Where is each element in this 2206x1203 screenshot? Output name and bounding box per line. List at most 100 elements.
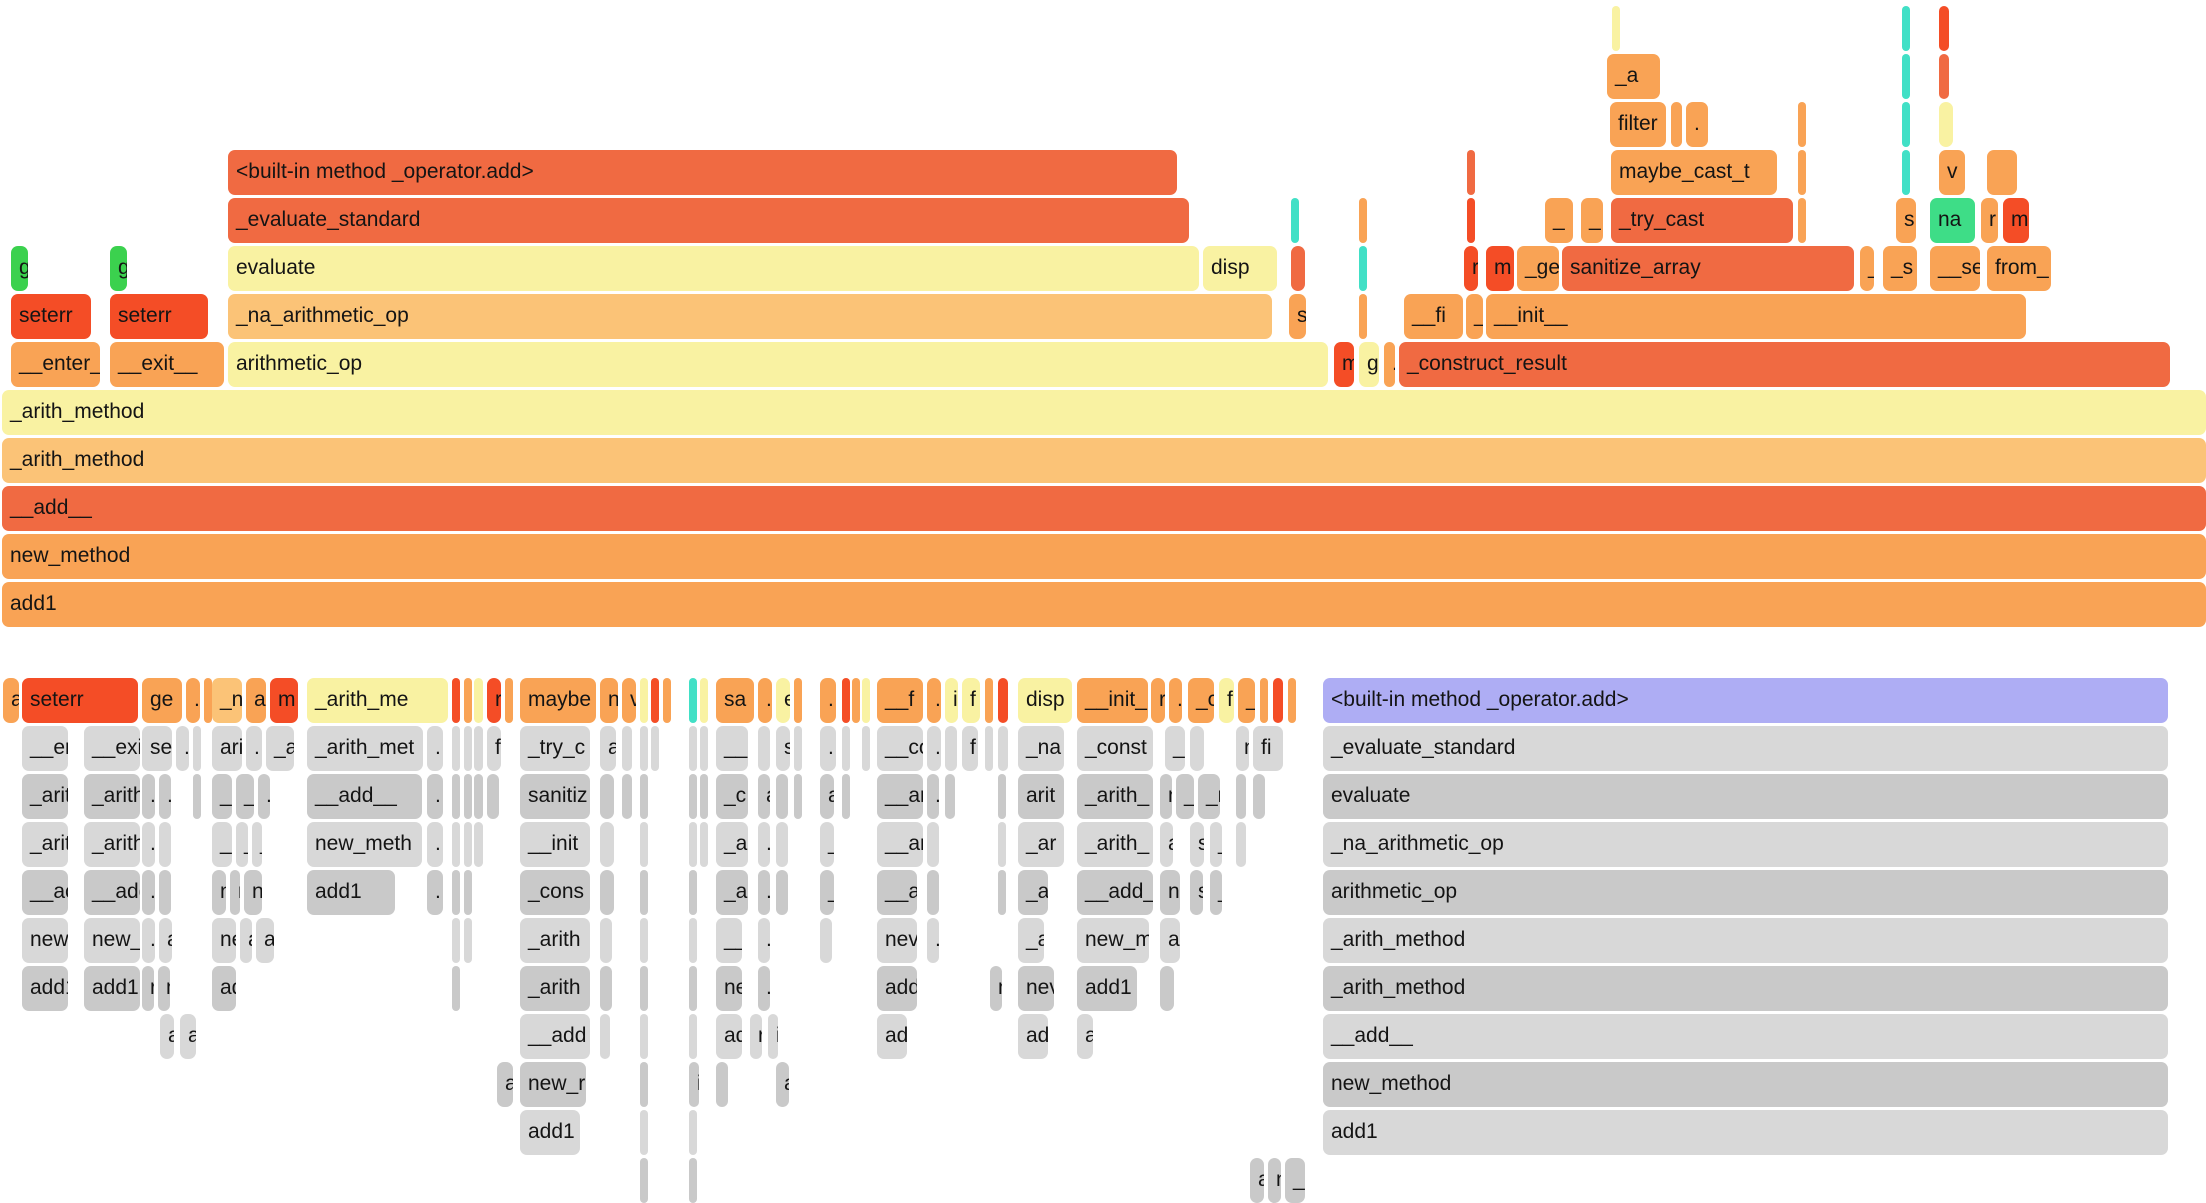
frame-bar[interactable]: _a (1165, 726, 1185, 771)
frame-bar[interactable] (842, 774, 850, 819)
frame-bar[interactable] (1467, 198, 1475, 243)
frame-bar[interactable]: arit (1018, 774, 1064, 819)
frame-bar[interactable] (1671, 102, 1682, 147)
frame-bar[interactable] (794, 774, 802, 819)
frame-bar[interactable] (640, 966, 648, 1011)
frame-bar[interactable] (998, 726, 1008, 771)
frame-bar[interactable]: _a (1607, 54, 1660, 99)
frame-bar[interactable]: _ar (1018, 822, 1064, 867)
frame-bar[interactable]: ad (877, 1014, 907, 1059)
frame-bar[interactable]: a (160, 1014, 174, 1059)
frame-bar[interactable]: _try_cast (1611, 198, 1793, 243)
frame-bar[interactable]: . (927, 774, 939, 819)
frame-bar[interactable] (1939, 54, 1949, 99)
frame-bar[interactable] (1902, 150, 1910, 195)
frame-bar[interactable]: _arith (520, 918, 590, 963)
frame-bar[interactable] (600, 870, 614, 915)
frame-bar[interactable]: g (1359, 342, 1379, 387)
frame-bar[interactable] (452, 918, 460, 963)
frame-bar[interactable]: a (180, 1014, 196, 1059)
frame-bar[interactable]: . (758, 678, 772, 723)
frame-bar[interactable]: new_meth (307, 822, 422, 867)
frame-bar[interactable]: e (776, 678, 790, 723)
frame-bar[interactable]: . (142, 774, 155, 819)
frame-bar[interactable]: a (776, 1062, 789, 1107)
frame-bar[interactable]: _c (716, 774, 748, 819)
frame-bar[interactable]: add1 (2, 582, 2206, 627)
frame-bar[interactable]: add1 (22, 966, 68, 1011)
frame-bar[interactable] (998, 870, 1006, 915)
frame-bar[interactable]: __add__ (2, 486, 2206, 531)
frame-bar[interactable]: n (1268, 1158, 1281, 1203)
frame-bar[interactable] (1612, 6, 1620, 51)
frame-bar[interactable]: v (1939, 150, 1965, 195)
frame-bar[interactable] (159, 870, 171, 915)
frame-bar[interactable] (474, 726, 483, 771)
frame-bar[interactable] (622, 726, 632, 771)
frame-bar[interactable]: a (1077, 1014, 1093, 1059)
frame-bar[interactable] (1160, 966, 1174, 1011)
frame-bar[interactable]: . (427, 726, 443, 771)
frame-bar[interactable]: __ac (22, 870, 68, 915)
frame-bar[interactable]: na (1930, 198, 1975, 243)
frame-bar[interactable]: . (758, 918, 770, 963)
frame-bar[interactable]: __init__ (1486, 294, 2026, 339)
frame-bar[interactable]: _ (1285, 1158, 1305, 1203)
frame-bar[interactable]: seterr (110, 294, 208, 339)
frame-bar[interactable] (464, 918, 472, 963)
frame-bar[interactable]: ne (212, 918, 236, 963)
frame-bar[interactable]: ge (142, 678, 182, 723)
frame-bar[interactable]: new_method (1323, 1062, 2168, 1107)
frame-bar[interactable] (689, 1158, 697, 1203)
frame-bar[interactable]: __exit__ (110, 342, 224, 387)
frame-bar[interactable]: _arith_method (1323, 918, 2168, 963)
frame-bar[interactable]: a (1160, 822, 1173, 867)
frame-bar[interactable] (794, 726, 802, 771)
frame-bar[interactable]: a (820, 774, 834, 819)
frame-bar[interactable]: nc (244, 870, 262, 915)
frame-bar[interactable] (1902, 54, 1910, 99)
frame-bar[interactable]: . (246, 726, 262, 771)
frame-bar[interactable] (776, 822, 788, 867)
frame-bar[interactable]: evaluate (1323, 774, 2168, 819)
frame-bar[interactable] (651, 726, 659, 771)
frame-bar[interactable]: a (758, 774, 770, 819)
frame-bar[interactable]: . (159, 774, 171, 819)
frame-bar[interactable] (204, 678, 212, 723)
frame-bar[interactable] (985, 678, 993, 723)
frame-bar[interactable]: _na (1018, 726, 1064, 771)
frame-bar[interactable]: ad (212, 966, 236, 1011)
frame-bar[interactable]: _arith_ (1077, 774, 1153, 819)
frame-bar[interactable]: f (487, 726, 501, 771)
frame-bar[interactable]: nev (1018, 966, 1054, 1011)
frame-bar[interactable] (640, 870, 648, 915)
frame-bar[interactable]: se (142, 726, 172, 771)
frame-bar[interactable]: v (622, 678, 636, 723)
frame-bar[interactable]: add1 (1323, 1110, 2168, 1155)
frame-bar[interactable] (640, 1062, 648, 1107)
frame-bar[interactable] (600, 966, 612, 1011)
frame-bar[interactable] (945, 726, 957, 771)
frame-bar[interactable]: _arith (84, 774, 140, 819)
frame-bar[interactable] (820, 918, 832, 963)
frame-bar[interactable]: _na_arithmetic_op (1323, 822, 2168, 867)
frame-bar[interactable] (464, 870, 472, 915)
frame-bar[interactable]: . (927, 678, 941, 723)
frame-bar[interactable] (700, 822, 708, 867)
frame-bar[interactable]: r (1981, 198, 1998, 243)
frame-bar[interactable]: disp (1018, 678, 1072, 723)
frame-bar[interactable]: arithmetic_op (228, 342, 1328, 387)
frame-bar[interactable]: . (142, 918, 155, 963)
frame-bar[interactable] (487, 774, 499, 819)
frame-bar[interactable]: n (1236, 726, 1249, 771)
frame-bar[interactable]: add1 (1077, 966, 1137, 1011)
frame-bar[interactable] (474, 822, 483, 867)
frame-bar[interactable]: a (246, 678, 266, 723)
frame-bar[interactable]: __init (520, 822, 590, 867)
frame-bar[interactable] (1253, 774, 1265, 819)
frame-bar[interactable]: . (142, 822, 155, 867)
frame-bar[interactable]: n (600, 678, 618, 723)
frame-bar[interactable] (600, 774, 614, 819)
frame-bar[interactable]: _arith (520, 966, 590, 1011)
frame-bar[interactable]: sa (716, 678, 754, 723)
